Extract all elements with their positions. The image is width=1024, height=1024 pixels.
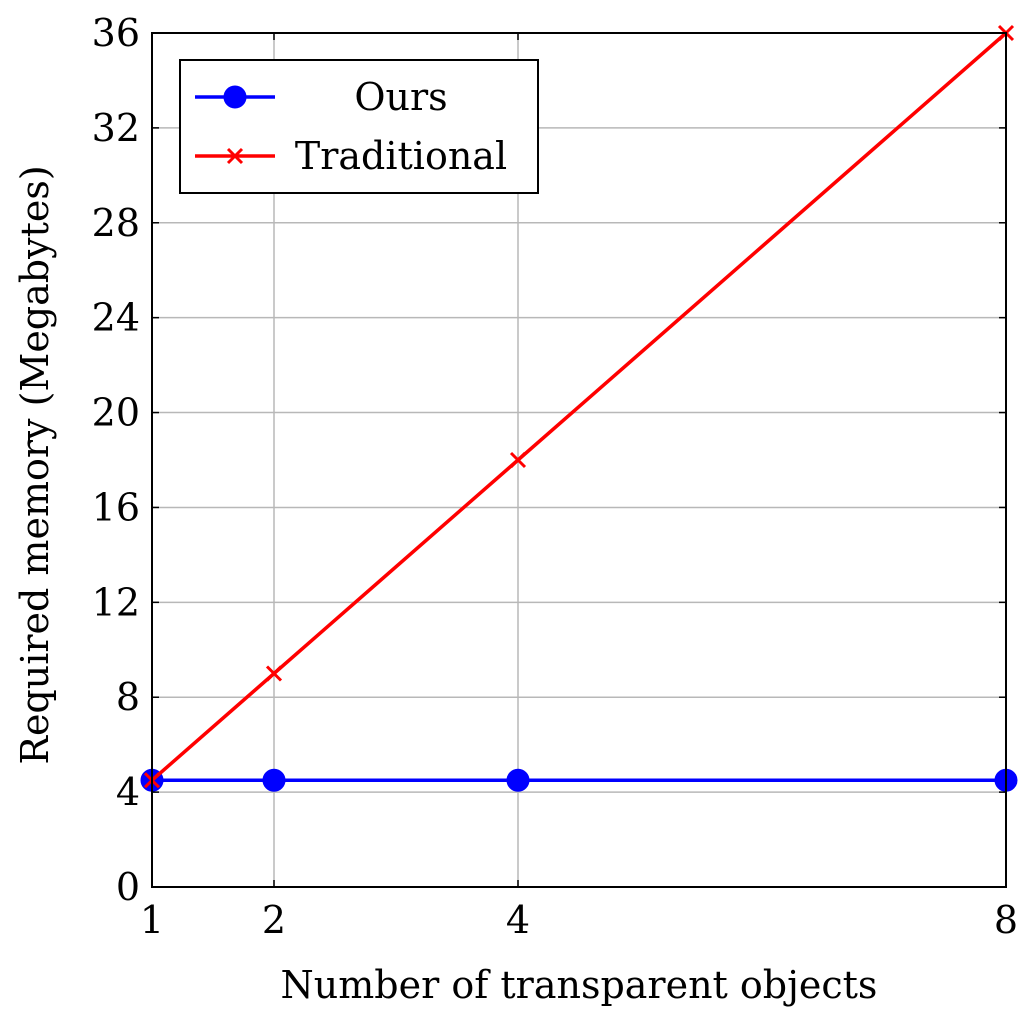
y-tick-labels: 0 4 8 12 16 20 24 28 32 36 <box>92 11 1006 909</box>
y-tick-label: 32 <box>92 106 140 150</box>
legend-label-traditional: Traditional <box>295 134 507 178</box>
legend-marker-ours <box>223 85 247 109</box>
series-layer <box>140 24 1018 792</box>
data-point-ours <box>262 768 286 792</box>
y-tick-label: 8 <box>116 675 140 719</box>
x-tick-labels: 1 2 4 8 <box>140 33 1018 942</box>
legend-entry-ours: Ours <box>195 75 448 119</box>
series-line-traditional <box>150 31 1008 782</box>
series-ours <box>140 768 1018 792</box>
y-axis-title: Required memory (Megabytes) <box>13 165 57 764</box>
x-axis-title: Number of transparent objects <box>281 963 878 1007</box>
data-point-traditional <box>265 665 283 682</box>
x-tick-label: 8 <box>994 898 1018 942</box>
legend-marker-traditional <box>226 147 244 165</box>
legend-box <box>179 59 539 194</box>
data-point-traditional <box>509 451 527 469</box>
y-tick-label: 4 <box>116 770 140 814</box>
data-point-ours <box>506 768 530 792</box>
y-tick-label: 36 <box>92 11 140 55</box>
y-tick-label: 16 <box>92 485 140 529</box>
x-tick-label: 2 <box>262 898 286 942</box>
y-tick-label: 28 <box>92 201 140 245</box>
y-tick-label: 20 <box>92 391 140 435</box>
x-tick-label: 1 <box>140 898 164 942</box>
y-tick-label: 24 <box>92 296 140 340</box>
y-tick-label: 0 <box>116 865 140 909</box>
legend-entry-traditional: Traditional <box>195 134 507 178</box>
x-tick-label: 4 <box>506 898 530 942</box>
y-tick-label: 12 <box>92 580 140 624</box>
legend: Ours Traditional <box>179 59 539 194</box>
plot-frame <box>151 32 1007 888</box>
legend-label-ours: Ours <box>354 75 447 119</box>
